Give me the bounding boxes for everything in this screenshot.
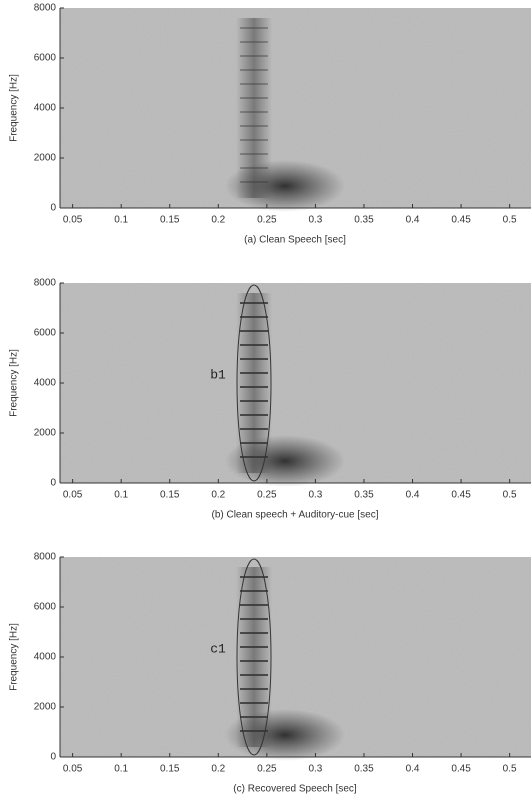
x-tick-label: 0.25 — [257, 764, 277, 775]
y-axis-label: Frequency [Hz] — [9, 623, 20, 691]
x-tick-label: 0.05 — [63, 215, 83, 226]
y-tick-label: 2000 — [34, 702, 57, 713]
y-tick-label: 0 — [50, 478, 56, 489]
y-tick-label: 2000 — [34, 153, 57, 164]
x-axis-label: (b) Clean speech + Auditory-cue [sec] — [211, 510, 378, 521]
x-tick-label: 0.15 — [160, 490, 180, 501]
spectrogram-panel: 0 2000 4000 6000 8000 0.05 0.1 0.15 0.2 0.25 0.3 0.… — [9, 278, 531, 521]
x-tick-label: 0.5 — [503, 764, 517, 775]
x-tick-label: 0.15 — [160, 215, 180, 226]
x-tick-label: 0.4 — [406, 764, 420, 775]
y-tick-label: 6000 — [34, 602, 57, 613]
x-tick-label: 0.4 — [406, 490, 420, 501]
y-tick-label: 0 — [50, 752, 56, 763]
y-axis-label: Frequency [Hz] — [9, 349, 20, 417]
x-tick-label: 0.1 — [114, 490, 128, 501]
x-tick-label: 0.15 — [160, 764, 180, 775]
x-tick-label: 0.3 — [308, 215, 322, 226]
x-tick-label: 0.5 — [503, 490, 517, 501]
spectrogram-panel: 0 2000 4000 6000 8000 0.05 0.1 0.15 0.2 0.25 0.3 0.… — [9, 552, 531, 794]
x-tick-label: 0.5 — [503, 215, 517, 226]
x-tick-label: 0.3 — [308, 490, 322, 501]
x-tick-label: 0.2 — [211, 490, 225, 501]
x-tick-label: 0.2 — [211, 215, 225, 226]
x-tick-label: 0.25 — [257, 490, 277, 501]
y-tick-label: 8000 — [34, 552, 57, 563]
x-tick-label: 0.35 — [354, 764, 374, 775]
spectrogram-panel: 0 2000 4000 6000 8000 0.05 0.1 0.15 0.2 0.25 0.3 0.… — [9, 3, 531, 246]
x-axis-label: (c) Recovered Speech [sec] — [233, 784, 357, 794]
y-tick-label: 2000 — [34, 428, 57, 439]
x-tick-label: 0.45 — [451, 215, 471, 226]
y-tick-label: 6000 — [34, 53, 57, 64]
x-tick-label: 0.35 — [354, 215, 374, 226]
y-tick-label: 8000 — [34, 278, 57, 289]
y-tick-label: 0 — [50, 203, 56, 214]
x-tick-label: 0.35 — [354, 490, 374, 501]
y-tick-label: 4000 — [34, 652, 57, 663]
y-tick-label: 4000 — [34, 103, 57, 114]
x-tick-label: 0.4 — [406, 215, 420, 226]
x-tick-label: 0.3 — [308, 764, 322, 775]
y-tick-label: 8000 — [34, 3, 57, 14]
x-tick-label: 0.1 — [114, 764, 128, 775]
x-tick-label: 0.1 — [114, 215, 128, 226]
annotation-ellipse — [236, 284, 272, 482]
y-tick-label: 6000 — [34, 328, 57, 339]
x-tick-label: 0.2 — [211, 764, 225, 775]
annotation-label: b1 — [210, 367, 226, 382]
speech-stripe — [236, 18, 272, 198]
x-tick-label: 0.25 — [257, 215, 277, 226]
x-tick-label: 0.05 — [63, 764, 83, 775]
annotation-label: c1 — [210, 641, 226, 656]
y-axis-label: Frequency [Hz] — [9, 74, 20, 142]
x-axis-label: (a) Clean Speech [sec] — [244, 235, 346, 246]
x-tick-label: 0.45 — [451, 490, 471, 501]
annotation-ellipse — [236, 558, 272, 756]
x-tick-label: 0.45 — [451, 764, 471, 775]
x-tick-label: 0.05 — [63, 490, 83, 501]
y-tick-label: 4000 — [34, 378, 57, 389]
